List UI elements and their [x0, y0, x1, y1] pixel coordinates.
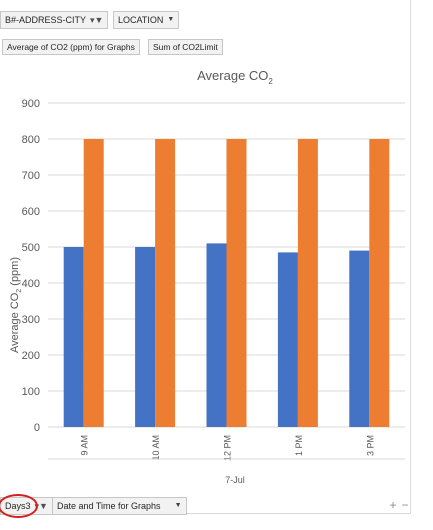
y-tick-label: 600 [22, 206, 40, 218]
pivot-chart-frame: B#-ADDRESS-CITY ▾▼ LOCATION ▼ Average of… [0, 0, 411, 518]
x-tick-label: 12 PM [223, 435, 233, 461]
y-tick-label: 100 [22, 386, 40, 398]
bar-co2-limit[interactable] [297, 139, 318, 427]
bar-avg-co2[interactable] [277, 252, 298, 427]
filter-funnel-icon: ▾▼ [34, 501, 48, 511]
x-tick-label: 10 AM [151, 435, 161, 461]
collapse-field-button[interactable]: − [401, 498, 409, 512]
value-field-sum-co2-limit[interactable]: Sum of CO2Limit [148, 39, 223, 55]
filter-address-city-label: B#-ADDRESS-CITY [5, 15, 87, 25]
bar-co2-limit[interactable] [369, 139, 390, 427]
bar-avg-co2[interactable] [349, 250, 370, 427]
chart-title: Average CO2 [197, 68, 273, 86]
filter-location-button[interactable]: LOCATION ▼ [113, 11, 180, 29]
chart-svg: Average CO2 0 100 200 300 400 500 600 700 800 900… [9, 68, 405, 485]
y-tick-label: 900 [22, 98, 40, 110]
x-group-label: 7-Jul [225, 475, 245, 485]
axis-field-days-label: Days3 [5, 501, 31, 511]
x-tick-label: 1 PM [294, 435, 304, 456]
y-tick-label: 300 [22, 314, 40, 326]
bar-avg-co2[interactable] [63, 247, 84, 427]
y-tick-label: 800 [22, 134, 40, 146]
y-tick-label: 500 [22, 242, 40, 254]
y-tick-labels: 0 100 200 300 400 500 600 700 800 900 [22, 98, 40, 434]
bar-avg-co2[interactable] [206, 243, 227, 427]
axis-field-datetime-label: Date and Time for Graphs [57, 501, 161, 511]
filter-address-city-button[interactable]: B#-ADDRESS-CITY ▾▼ [0, 11, 109, 29]
x-tick-label: 3 PM [365, 435, 375, 456]
bar-co2-limit[interactable] [226, 139, 247, 427]
value-field-avg-co2[interactable]: Average of CO2 (ppm) for Graphs [2, 39, 140, 55]
axis-field-datetime-button[interactable]: Date and Time for Graphs ▼ [52, 497, 187, 515]
bar-co2-limit[interactable] [83, 139, 104, 427]
x-tick-label: 9 AM [80, 435, 90, 456]
y-tick-label: 200 [22, 350, 40, 362]
axis-field-days-button[interactable]: Days3 ▾▼ [0, 494, 53, 518]
bars [63, 139, 390, 427]
chevron-down-icon: ▼ [174, 502, 182, 509]
expand-field-button[interactable]: + [389, 498, 397, 512]
y-axis-label: Average CO2 (ppm) [9, 257, 23, 353]
x-tick-labels: 9 AM 10 AM 12 PM 1 PM 3 PM [48, 435, 405, 461]
chevron-down-icon: ▼ [167, 16, 175, 23]
filter-location-label: LOCATION [118, 15, 164, 25]
bar-co2-limit[interactable] [155, 139, 176, 427]
y-tick-label: 0 [34, 422, 40, 434]
filter-funnel-icon: ▾▼ [90, 15, 104, 25]
bar-avg-co2[interactable] [135, 247, 156, 427]
y-tick-label: 700 [22, 170, 40, 182]
y-tick-label: 400 [22, 278, 40, 290]
